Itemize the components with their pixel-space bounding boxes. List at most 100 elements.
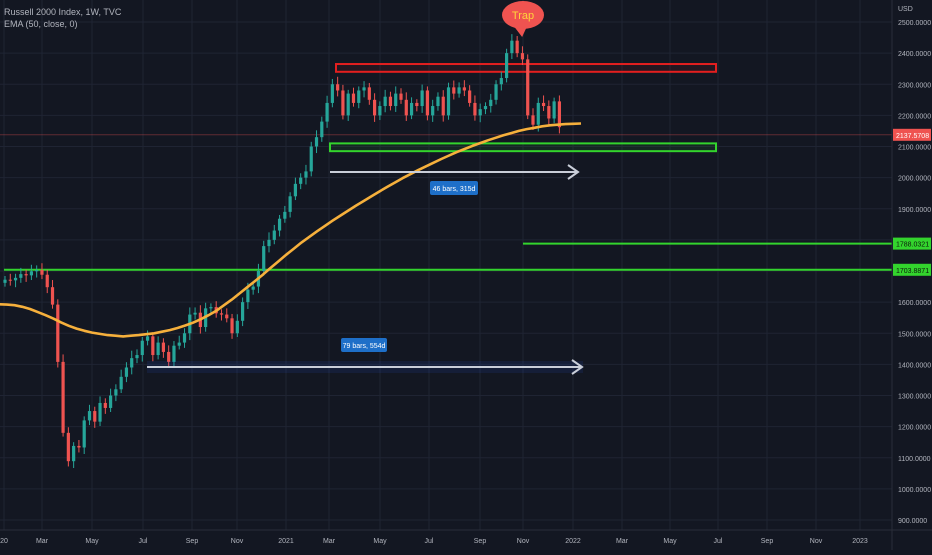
x-tick-label: May xyxy=(373,538,387,545)
support-zone xyxy=(329,142,717,153)
candle-body xyxy=(436,96,440,107)
x-tick-label: 2023 xyxy=(852,538,868,545)
candle-body xyxy=(267,239,271,247)
candle-body xyxy=(362,87,366,91)
x-tick-label: 2021 xyxy=(278,538,294,545)
y-axis-currency: USD xyxy=(898,6,913,13)
candle-body xyxy=(241,302,245,321)
candle-body xyxy=(193,312,197,315)
candle-body xyxy=(251,286,255,290)
candle-body xyxy=(288,196,292,212)
x-tick-label: Jul xyxy=(714,538,723,545)
y-tick-label: 1200.0000 xyxy=(898,425,931,432)
candle-body xyxy=(357,90,361,103)
candle-body xyxy=(98,402,102,422)
candle-body xyxy=(209,307,213,309)
candle-body xyxy=(446,87,451,116)
zones xyxy=(0,63,892,271)
candle-body xyxy=(130,358,134,368)
candle-body xyxy=(336,84,340,91)
y-tick-label: 2200.0000 xyxy=(898,113,931,120)
candle-body xyxy=(367,87,371,100)
x-tick-label: 20 xyxy=(0,538,8,545)
ema-line xyxy=(0,122,582,338)
candle-body xyxy=(420,90,424,107)
range-label-long: 79 bars, 554d xyxy=(343,343,386,350)
candle-body xyxy=(72,445,76,462)
candle-body xyxy=(351,93,356,103)
candle-body xyxy=(394,93,398,107)
candle-body xyxy=(541,102,546,107)
y-tick-label: 1100.0000 xyxy=(898,456,931,463)
candle-body xyxy=(262,246,266,271)
x-tick-label: May xyxy=(85,538,99,545)
y-tick-label: 2500.0000 xyxy=(898,20,931,27)
candle-body xyxy=(330,84,334,103)
support-price-label: 1788.0321 xyxy=(896,242,929,249)
candle-body xyxy=(235,320,239,334)
y-tick-label: 1400.0000 xyxy=(898,362,931,369)
candle-body xyxy=(156,342,160,356)
legend-title: Russell 2000 Index, 1W, TVC xyxy=(4,7,122,17)
candle-body xyxy=(441,96,445,116)
chart-legend: Russell 2000 Index, 1W, TVC EMA (50, clo… xyxy=(4,6,121,30)
support-price-tag xyxy=(893,237,931,250)
x-tick-label: Nov xyxy=(231,538,244,545)
candle-body xyxy=(325,102,329,122)
candle-body xyxy=(45,274,49,288)
candle-body xyxy=(109,395,113,408)
y-tick-label: 2300.0000 xyxy=(898,82,931,89)
candle-body xyxy=(531,115,535,125)
candle-body xyxy=(515,40,519,54)
candle-body xyxy=(119,376,123,390)
candle-body xyxy=(140,340,144,356)
grid xyxy=(0,0,892,530)
y-tick-label: 1900.0000 xyxy=(898,207,931,214)
y-tick-label: 2400.0000 xyxy=(898,51,931,58)
support-price-label: 1703.8871 xyxy=(896,268,929,275)
candle-body xyxy=(314,137,319,147)
candle-body xyxy=(425,90,429,116)
candle-body xyxy=(404,99,408,116)
x-tick-label: Sep xyxy=(186,538,199,545)
candle-body xyxy=(478,109,482,116)
range-arrow-long-head xyxy=(571,359,584,375)
last-price-label: 2137.5708 xyxy=(896,133,929,140)
candle-body xyxy=(299,177,303,184)
x-tick-label: Mar xyxy=(323,538,336,545)
support-price-tag xyxy=(893,263,931,276)
legend-indicator: EMA (50, close, 0) xyxy=(4,19,78,29)
range-label-long-bg xyxy=(341,338,387,352)
candle-body xyxy=(8,279,12,281)
candle-body xyxy=(388,96,393,107)
resistance-zone xyxy=(335,63,717,73)
candle-body xyxy=(29,271,33,276)
candle-body xyxy=(145,336,150,341)
candle-body xyxy=(66,432,70,462)
x-tick-label: Nov xyxy=(517,538,530,545)
candle-body xyxy=(24,274,28,276)
candle-body xyxy=(341,90,345,116)
candle-body xyxy=(35,270,39,272)
candle-body xyxy=(415,102,419,107)
candle-body xyxy=(557,101,561,128)
candle-body xyxy=(40,270,44,275)
candle-body xyxy=(93,411,97,422)
candle-body xyxy=(489,99,493,107)
candle-body xyxy=(468,90,472,103)
candle-body xyxy=(505,53,509,79)
y-tick-label: 2100.0000 xyxy=(898,145,931,152)
y-tick-label: 1600.0000 xyxy=(898,300,931,307)
candle-body xyxy=(536,102,540,125)
range-label-short: 46 bars, 315d xyxy=(433,186,476,193)
candle-body xyxy=(473,102,477,116)
candle-body xyxy=(304,171,308,178)
x-tick-label: Sep xyxy=(761,538,774,545)
candle-body xyxy=(77,445,81,448)
candle-body xyxy=(552,101,556,119)
y-tick-label: 1000.0000 xyxy=(898,487,931,494)
candle-body xyxy=(283,211,287,219)
